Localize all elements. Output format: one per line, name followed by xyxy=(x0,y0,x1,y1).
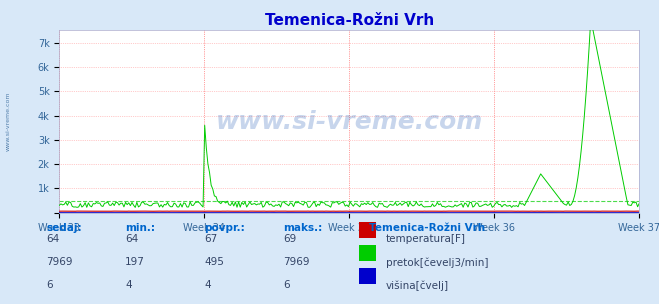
Text: maks.:: maks.: xyxy=(283,223,323,233)
Text: Temenica-Rožni Vrh: Temenica-Rožni Vrh xyxy=(369,223,485,233)
Text: 67: 67 xyxy=(204,234,217,244)
Text: 6: 6 xyxy=(46,280,53,290)
Text: www.si-vreme.com: www.si-vreme.com xyxy=(215,110,483,133)
Text: višina[čvelj]: višina[čvelj] xyxy=(386,280,449,291)
Text: www.si-vreme.com: www.si-vreme.com xyxy=(5,92,11,151)
Bar xyxy=(359,245,376,261)
Text: min.:: min.: xyxy=(125,223,156,233)
Text: 6: 6 xyxy=(283,280,290,290)
Text: 7969: 7969 xyxy=(283,257,310,267)
Text: temperatura[F]: temperatura[F] xyxy=(386,234,465,244)
Text: 4: 4 xyxy=(125,280,132,290)
Bar xyxy=(359,268,376,284)
Text: pretok[čevelj3/min]: pretok[čevelj3/min] xyxy=(386,257,488,268)
Text: 197: 197 xyxy=(125,257,145,267)
Text: 64: 64 xyxy=(125,234,138,244)
Text: sedaj:: sedaj: xyxy=(46,223,82,233)
Title: Temenica-Rožni Vrh: Temenica-Rožni Vrh xyxy=(265,13,434,28)
Text: 7969: 7969 xyxy=(46,257,72,267)
Text: 69: 69 xyxy=(283,234,297,244)
Text: povpr.:: povpr.: xyxy=(204,223,245,233)
Text: 495: 495 xyxy=(204,257,224,267)
Bar xyxy=(359,222,376,238)
Text: 4: 4 xyxy=(204,280,211,290)
Text: 64: 64 xyxy=(46,234,59,244)
